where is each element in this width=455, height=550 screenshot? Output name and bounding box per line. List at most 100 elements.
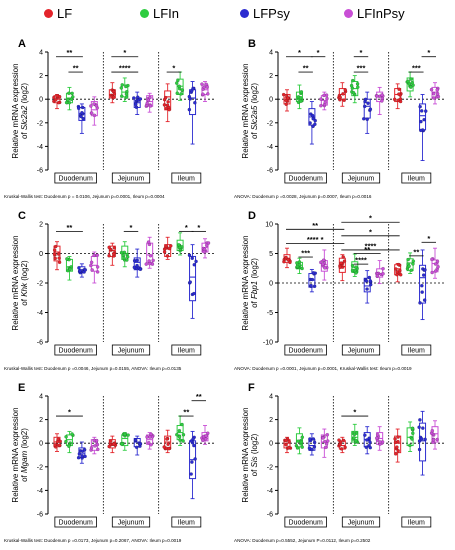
legend: LF LFIn LFPsy LFInPsy bbox=[0, 2, 455, 24]
data-point bbox=[57, 443, 62, 447]
section-label: Ileum bbox=[408, 348, 425, 355]
data-point bbox=[135, 263, 139, 268]
data-point bbox=[194, 259, 198, 264]
data-point bbox=[285, 96, 290, 101]
box bbox=[189, 255, 197, 302]
data-point bbox=[119, 86, 124, 90]
section-label: Jejunum bbox=[348, 348, 375, 355]
data-point bbox=[418, 104, 422, 109]
data-point bbox=[70, 91, 74, 96]
y-tick-label: -6 bbox=[37, 340, 43, 347]
data-point bbox=[69, 97, 74, 101]
data-point bbox=[417, 425, 421, 430]
section-label-box bbox=[401, 172, 432, 184]
section-label: Jejunum bbox=[118, 348, 145, 355]
data-point bbox=[64, 435, 68, 439]
data-point bbox=[124, 92, 129, 96]
legend-item-lf: LF bbox=[44, 6, 72, 21]
panel-c: C Relative mRNA expression of Khk (log2) -6… bbox=[2, 208, 222, 374]
data-point bbox=[89, 263, 93, 268]
data-point bbox=[319, 97, 323, 101]
data-point bbox=[180, 88, 185, 92]
data-point bbox=[410, 426, 415, 431]
data-point bbox=[435, 88, 439, 92]
data-point bbox=[431, 96, 436, 100]
y-tick-label: -2 bbox=[37, 120, 43, 127]
data-point bbox=[407, 264, 411, 268]
data-point bbox=[350, 268, 355, 273]
data-point bbox=[419, 119, 423, 124]
data-point bbox=[396, 435, 400, 439]
data-point bbox=[367, 275, 372, 280]
data-point bbox=[310, 277, 315, 282]
data-point bbox=[423, 268, 427, 272]
y-tick-label: -4 bbox=[37, 144, 43, 151]
stats-caption: ANOVA: Duodenum p=0.5552, Jejunum P=0.01… bbox=[234, 538, 371, 543]
y-tick-label: 0 bbox=[269, 441, 273, 448]
data-point bbox=[431, 438, 436, 442]
data-point bbox=[313, 122, 317, 127]
data-point bbox=[79, 114, 83, 119]
legend-item-lfin: LFIn bbox=[140, 6, 179, 21]
data-point bbox=[436, 265, 440, 269]
data-point bbox=[167, 107, 171, 112]
data-point bbox=[288, 260, 292, 265]
data-point bbox=[180, 422, 184, 427]
data-point bbox=[204, 434, 208, 438]
data-point bbox=[324, 442, 329, 446]
data-point bbox=[398, 273, 403, 277]
data-point bbox=[308, 437, 312, 441]
data-point bbox=[312, 284, 317, 288]
data-point bbox=[119, 250, 124, 255]
stats-caption: ANOVA: Duodenum p =0.0028, Jejunum p=0.0… bbox=[234, 194, 372, 199]
section-label-box bbox=[341, 344, 381, 356]
data-point bbox=[92, 253, 96, 258]
stats-caption: ANOVA: Duodenum p =0.0001, Jejunum p=0.0… bbox=[234, 366, 412, 371]
data-point bbox=[162, 250, 167, 254]
data-point bbox=[349, 83, 354, 88]
data-point bbox=[206, 241, 211, 245]
data-point bbox=[70, 432, 74, 436]
data-point bbox=[287, 445, 291, 450]
y-tick-label: -10 bbox=[263, 340, 273, 347]
section-label: Ileum bbox=[178, 348, 195, 355]
data-point bbox=[175, 91, 180, 95]
data-point bbox=[77, 266, 81, 270]
data-point bbox=[80, 454, 84, 458]
section-label-box bbox=[401, 516, 432, 528]
data-point bbox=[418, 418, 422, 422]
box bbox=[419, 264, 427, 304]
data-point bbox=[297, 260, 302, 264]
data-point bbox=[363, 433, 367, 437]
section-label: Jejunum bbox=[118, 176, 145, 183]
significance-label: ** bbox=[312, 221, 318, 230]
data-point bbox=[311, 116, 315, 121]
significance-label: ** bbox=[73, 64, 79, 73]
data-point bbox=[313, 118, 317, 123]
significance-label: ** bbox=[67, 223, 73, 232]
section-label: Ileum bbox=[408, 520, 425, 527]
data-point bbox=[206, 431, 210, 435]
data-point bbox=[323, 100, 327, 105]
y-tick-label: 4 bbox=[39, 50, 43, 57]
data-point bbox=[286, 258, 291, 262]
data-point bbox=[341, 92, 345, 96]
y-tick-label: 2 bbox=[39, 222, 43, 229]
significance-label: * bbox=[123, 48, 126, 57]
data-point bbox=[342, 259, 347, 263]
data-point bbox=[410, 80, 414, 85]
data-point bbox=[148, 254, 153, 258]
data-point bbox=[312, 444, 317, 449]
data-point bbox=[432, 91, 436, 96]
significance-label: * bbox=[369, 227, 372, 236]
significance-label: * bbox=[317, 48, 320, 57]
y-tick-label: -4 bbox=[267, 488, 273, 495]
data-point bbox=[312, 440, 317, 445]
significance-label: * bbox=[360, 48, 363, 57]
significance-label: ** bbox=[196, 392, 202, 401]
data-point bbox=[419, 128, 423, 133]
data-point bbox=[192, 262, 197, 267]
data-point bbox=[77, 452, 82, 456]
data-point bbox=[365, 287, 369, 291]
significance-label: * bbox=[369, 214, 372, 223]
